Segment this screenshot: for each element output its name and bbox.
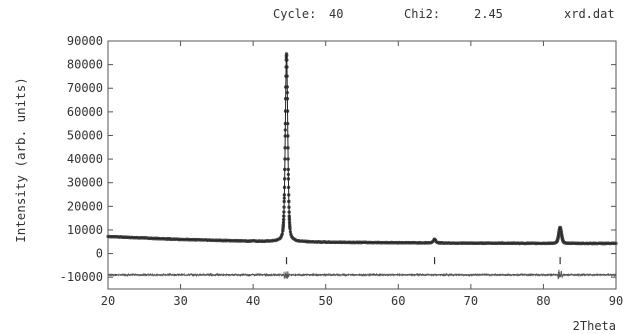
y-tick-label: 70000 [67, 81, 103, 95]
y-axis-label: Intensity (arb. units) [13, 77, 28, 243]
observed-series [106, 52, 618, 246]
y-tick-label: 0 [96, 247, 103, 261]
x-axis-label: 2Theta [573, 319, 616, 333]
y-tick-label: 10000 [67, 223, 103, 237]
y-tick-label: 30000 [67, 176, 103, 190]
x-tick-label: 80 [536, 294, 550, 308]
y-tick-label: 20000 [67, 199, 103, 213]
y-tick-label: 90000 [67, 34, 103, 48]
difference-series [107, 269, 617, 280]
y-tick-label: 80000 [67, 58, 103, 72]
calculated-series [107, 53, 616, 244]
y-tick-label: 50000 [67, 128, 103, 142]
y-tick-label: -10000 [60, 270, 103, 284]
cycle-label: Cycle: [273, 7, 317, 21]
plot-area-frame [107, 40, 617, 290]
chi2-label: Chi2: [404, 7, 441, 21]
chi2-value: 2.45 [474, 7, 503, 21]
y-tick-label: 40000 [67, 152, 103, 166]
cycle-value: 40 [329, 7, 344, 21]
x-tick-label: 70 [464, 294, 478, 308]
x-tick-label: 40 [246, 294, 260, 308]
file-name: xrd.dat [564, 7, 615, 21]
x-tick-label: 30 [173, 294, 187, 308]
x-tick-label: 50 [318, 294, 332, 308]
x-tick-label: 20 [101, 294, 115, 308]
y-tick-label: 60000 [67, 105, 103, 119]
x-tick-label: 60 [391, 294, 405, 308]
x-tick-label: 90 [609, 294, 623, 308]
